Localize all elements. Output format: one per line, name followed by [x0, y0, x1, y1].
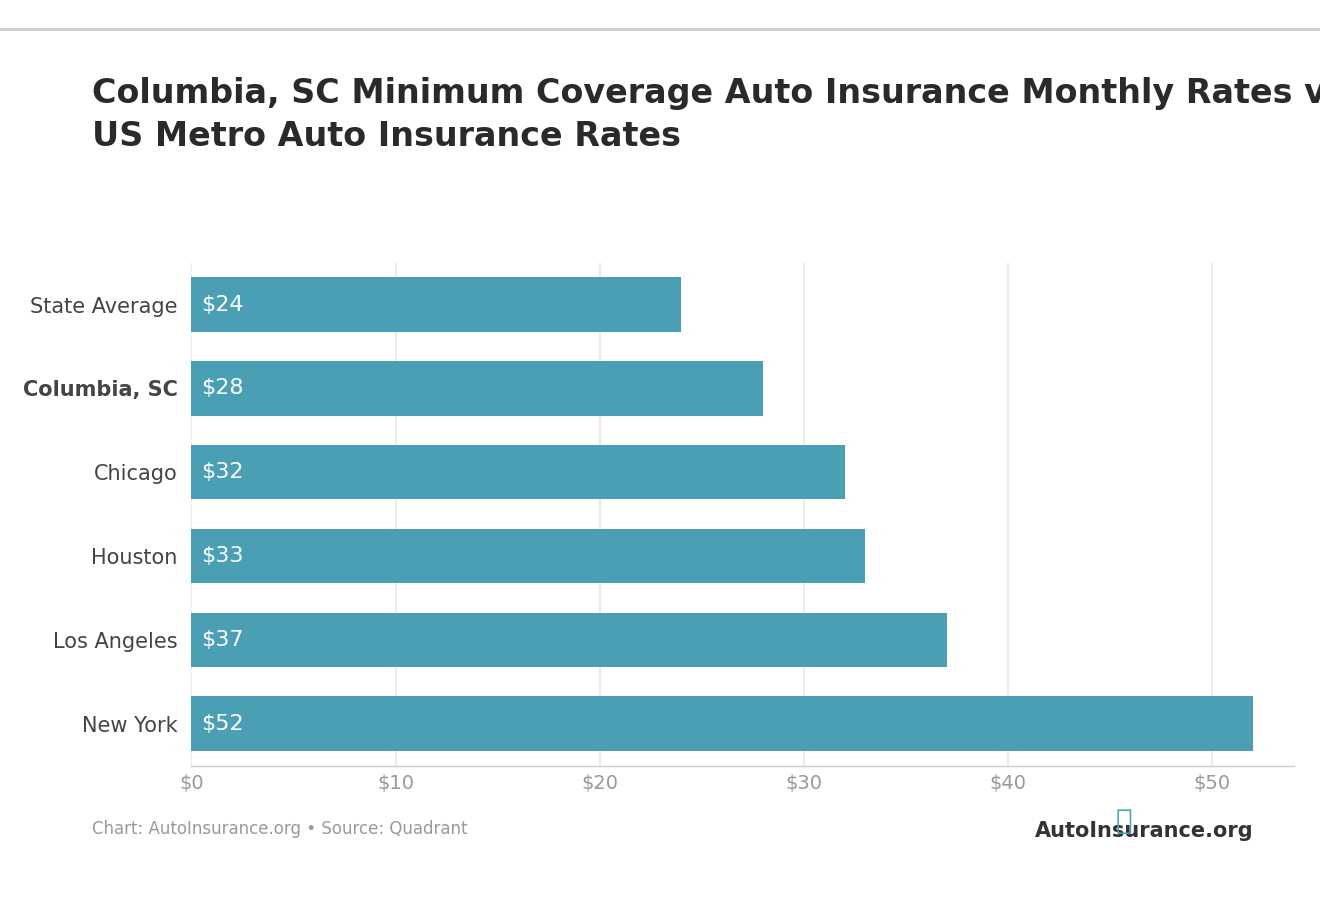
Text: $33: $33 — [202, 546, 244, 566]
Text: US Metro Auto Insurance Rates: US Metro Auto Insurance Rates — [92, 120, 681, 152]
Bar — [191, 277, 681, 332]
Bar — [191, 697, 1253, 751]
Text: $24: $24 — [202, 294, 244, 314]
Text: $28: $28 — [202, 379, 244, 399]
Text: Columbia, SC Minimum Coverage Auto Insurance Monthly Rates vs. Top: Columbia, SC Minimum Coverage Auto Insur… — [92, 77, 1320, 110]
Bar — [191, 361, 763, 416]
Text: AutoInsurance.org: AutoInsurance.org — [1035, 821, 1254, 841]
Bar — [191, 612, 946, 667]
Bar — [191, 529, 865, 583]
Bar — [191, 445, 845, 499]
Text: $52: $52 — [202, 714, 244, 734]
Text: $37: $37 — [202, 630, 244, 650]
Text: Chart: AutoInsurance.org • Source: Quadrant: Chart: AutoInsurance.org • Source: Quadr… — [92, 820, 467, 838]
Text: $32: $32 — [202, 462, 244, 482]
Text: ⓐ: ⓐ — [1115, 807, 1133, 835]
